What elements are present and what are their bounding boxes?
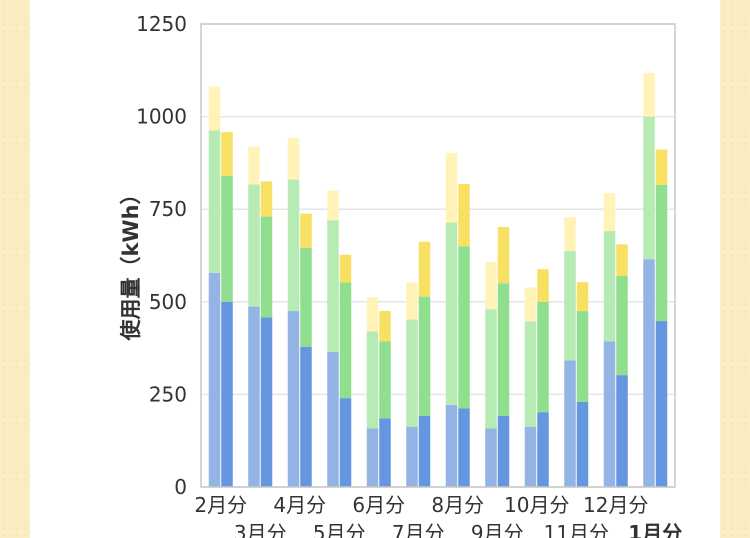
- bar-segment: [524, 321, 537, 427]
- bar-segment: [458, 246, 470, 409]
- bar-segment: [603, 231, 616, 342]
- bar-segment: [485, 261, 497, 310]
- x-tick-label: 5月分: [313, 521, 366, 538]
- bar-segment: [643, 259, 655, 487]
- bar-segment: [406, 282, 418, 320]
- bar-segment: [300, 213, 312, 248]
- bar-segment: [497, 283, 510, 416]
- y-tick-label: 500: [149, 290, 187, 314]
- bar-segment: [221, 301, 233, 487]
- bar-segment: [208, 130, 221, 273]
- bar-segment: [208, 86, 221, 131]
- x-axis-ticks: 2月分 3月分 4月分 5月分 6月分 7月分 8月分 9月分 10月分 11月分 12月分 1月分: [194, 493, 682, 538]
- bar-segment: [564, 216, 576, 252]
- x-tick-label: 9月分: [471, 521, 524, 538]
- y-tick-label: 750: [149, 197, 187, 221]
- bar-segment: [445, 404, 458, 487]
- bar-segment: [248, 184, 260, 307]
- bar-segment: [287, 311, 300, 487]
- bar-segment: [406, 319, 418, 427]
- bar-segment: [418, 296, 431, 416]
- bar-segment: [458, 408, 470, 487]
- bar-segment: [300, 247, 312, 347]
- bars: [208, 72, 668, 487]
- x-tick-label: 12月分: [583, 493, 648, 517]
- bar-segment: [643, 72, 655, 117]
- bar-segment: [248, 306, 260, 487]
- bar-segment: [576, 282, 589, 312]
- bar-segment: [616, 244, 628, 276]
- bar-segment: [221, 175, 233, 302]
- bar-segment: [655, 184, 668, 322]
- x-tick-label: 7月分: [392, 521, 445, 538]
- x-tick-label: 2月分: [194, 493, 247, 517]
- y-tick-label: 0: [174, 475, 187, 499]
- x-tick-label: 11月分: [544, 521, 609, 538]
- bar-segment: [616, 375, 628, 487]
- bar-segment: [379, 418, 391, 487]
- bar-segment: [208, 272, 221, 487]
- chart-panel: 0 250 500 750 1000 1250 2月分 3月分 4月分 5月分 6月分 7月分 8月分…: [30, 0, 720, 538]
- bar-segment: [537, 301, 549, 413]
- bar-segment: [603, 341, 616, 487]
- bar-segment: [445, 152, 458, 223]
- usage-bar-chart: 0 250 500 750 1000 1250 2月分 3月分 4月分 5月分 6月分 7月分 8月分…: [119, 12, 682, 538]
- bar-segment: [379, 311, 391, 342]
- bar-segment: [260, 317, 273, 487]
- bar-segment: [366, 331, 379, 429]
- y-tick-label: 250: [149, 382, 187, 406]
- bar-segment: [260, 216, 273, 318]
- bar-segment: [458, 184, 470, 247]
- x-tick-label: 4月分: [273, 493, 326, 517]
- bar-segment: [497, 415, 510, 487]
- bar-segment: [524, 426, 537, 487]
- bar-segment: [327, 351, 339, 487]
- bar-segment: [655, 321, 668, 487]
- bar-segment: [418, 241, 431, 297]
- x-tick-label: 6月分: [352, 493, 405, 517]
- x-tick-label: 8月分: [431, 493, 484, 517]
- bar-segment: [616, 275, 628, 376]
- bar-segment: [406, 426, 418, 487]
- bar-segment: [485, 428, 497, 487]
- bar-segment: [485, 309, 497, 429]
- bar-segment: [603, 193, 616, 232]
- bar-segment: [418, 415, 431, 487]
- x-tick-label: 3月分: [234, 521, 287, 538]
- y-tick-label: 1000: [136, 105, 187, 129]
- bar-segment: [564, 360, 576, 487]
- bar-segment: [524, 287, 537, 322]
- bar-segment: [576, 311, 589, 402]
- bar-segment: [221, 132, 233, 176]
- bar-segment: [287, 179, 300, 312]
- bar-segment: [564, 251, 576, 361]
- y-tick-label: 1250: [136, 12, 187, 36]
- x-tick-label: 10月分: [504, 493, 569, 517]
- bar-segment: [339, 282, 352, 399]
- bar-segment: [366, 297, 379, 332]
- bar-segment: [339, 398, 352, 487]
- bar-segment: [537, 269, 549, 302]
- bar-segment: [643, 116, 655, 260]
- bar-segment: [260, 181, 273, 217]
- y-axis-ticks: 0 250 500 750 1000 1250: [136, 12, 187, 499]
- bar-segment: [327, 220, 339, 352]
- bar-segment: [497, 226, 510, 284]
- bar-segment: [300, 346, 312, 487]
- bar-segment: [445, 222, 458, 405]
- bar-segment: [327, 190, 339, 221]
- bar-segment: [537, 412, 549, 487]
- bar-segment: [576, 401, 589, 487]
- x-tick-label: 1月分: [628, 521, 682, 538]
- bar-segment: [379, 341, 391, 419]
- bar-segment: [287, 138, 300, 180]
- plot-area-frame: [200, 23, 676, 488]
- bar-segment: [339, 254, 352, 283]
- bar-segment: [248, 146, 260, 185]
- bar-segment: [655, 149, 668, 185]
- bar-segment: [366, 428, 379, 487]
- y-axis-label: 使用量（kWh）: [119, 183, 143, 341]
